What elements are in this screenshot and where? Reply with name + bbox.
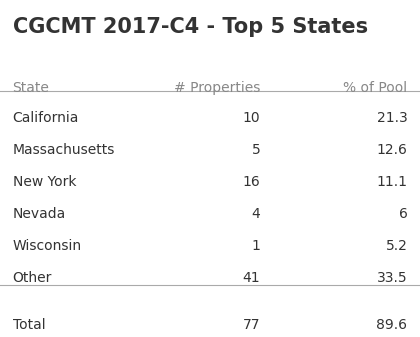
Text: 16: 16 (243, 175, 260, 189)
Text: % of Pool: % of Pool (343, 81, 407, 95)
Text: 77: 77 (243, 318, 260, 333)
Text: 10: 10 (243, 111, 260, 125)
Text: 41: 41 (243, 271, 260, 285)
Text: 5.2: 5.2 (386, 239, 407, 253)
Text: # Properties: # Properties (174, 81, 260, 95)
Text: CGCMT 2017-C4 - Top 5 States: CGCMT 2017-C4 - Top 5 States (13, 17, 368, 37)
Text: 89.6: 89.6 (376, 318, 407, 333)
Text: 12.6: 12.6 (376, 143, 407, 157)
Text: Total: Total (13, 318, 45, 333)
Text: 33.5: 33.5 (377, 271, 407, 285)
Text: New York: New York (13, 175, 76, 189)
Text: Nevada: Nevada (13, 207, 66, 221)
Text: 11.1: 11.1 (376, 175, 407, 189)
Text: 1: 1 (252, 239, 260, 253)
Text: Other: Other (13, 271, 52, 285)
Text: Wisconsin: Wisconsin (13, 239, 82, 253)
Text: Massachusetts: Massachusetts (13, 143, 115, 157)
Text: State: State (13, 81, 50, 95)
Text: 4: 4 (252, 207, 260, 221)
Text: California: California (13, 111, 79, 125)
Text: 6: 6 (399, 207, 407, 221)
Text: 21.3: 21.3 (377, 111, 407, 125)
Text: 5: 5 (252, 143, 260, 157)
